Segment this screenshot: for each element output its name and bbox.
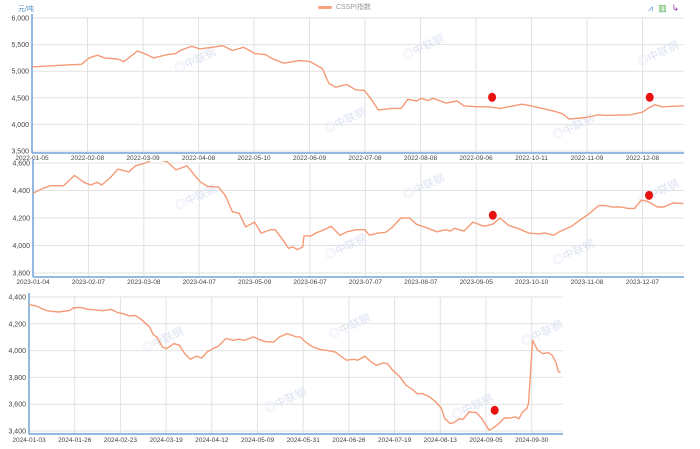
x-tick-label: 2022-10-11 xyxy=(515,155,548,162)
watermark-logo: ◎中联钢 xyxy=(401,171,446,201)
watermark-logo: ◎中联钢 xyxy=(263,385,308,415)
x-tick-label: 2022-05-10 xyxy=(237,155,271,162)
x-tick-label: 2024-09-05 xyxy=(469,437,503,444)
y-tick-label: 4,000 xyxy=(8,348,26,355)
x-tick-label: 2023-12-07 xyxy=(626,279,660,286)
y-tick-label: 5,500 xyxy=(11,42,29,49)
chart-toolbar: ⩘ ▥ ↳ xyxy=(648,4,679,13)
x-tick-label: 2023-11-08 xyxy=(571,279,604,286)
series-line xyxy=(32,45,684,120)
series-line xyxy=(33,161,684,251)
y-tick-label: 5,000 xyxy=(11,69,29,76)
x-tick-label: 2023-02-07 xyxy=(72,279,106,286)
watermark-logo: ◎中联钢 xyxy=(519,318,564,348)
x-tick-label: 2023-03-08 xyxy=(127,279,161,286)
y-tick-label: 4,500 xyxy=(11,95,29,102)
x-tick-label: 2022-08-08 xyxy=(404,155,438,162)
series-line xyxy=(29,303,561,431)
legend[interactable]: CSSPI指数 xyxy=(318,2,371,12)
x-tick-label: 2022-03-09 xyxy=(126,155,160,162)
x-tick-label: 2024-01-03 xyxy=(12,437,46,444)
x-tick-label: 2022-07-08 xyxy=(348,155,382,162)
x-tick-label: 2023-04-07 xyxy=(183,279,217,286)
x-tick-label: 2024-04-12 xyxy=(195,437,229,444)
line-chart-icon[interactable]: ⩘ xyxy=(648,3,654,13)
x-tick-label: 2022-11-09 xyxy=(571,155,604,162)
x-tick-label: 2022-04-08 xyxy=(182,155,216,162)
event-marker xyxy=(488,210,497,220)
bar-chart-icon[interactable]: ▥ xyxy=(658,3,667,13)
y-tick-label: 6,000 xyxy=(11,16,29,23)
y-tick-label: 4,200 xyxy=(8,321,26,328)
watermark-logo: ◎中联钢 xyxy=(450,392,495,422)
watermark-logo: ◎中联钢 xyxy=(401,32,446,62)
chart-panel-3: 3,400 3,600 3,800 4,000 4,200 4,400 2024-01-03… xyxy=(8,293,565,444)
x-tick-label: 2022-09-06 xyxy=(459,155,493,162)
event-marker xyxy=(490,405,499,415)
x-tick-label: 2023-09-05 xyxy=(460,279,494,286)
y-tick-label: 3,500 xyxy=(11,149,29,156)
watermark-logo: ◎中联钢 xyxy=(551,237,596,267)
watermark-logo: ◎中联钢 xyxy=(323,232,368,262)
x-tick-label: 2024-08-13 xyxy=(424,437,458,444)
event-marker xyxy=(488,92,497,102)
x-tick-label: 2024-03-19 xyxy=(149,437,183,444)
x-tick-label: 2022-06-09 xyxy=(293,155,327,162)
x-tick-label: 2024-05-31 xyxy=(287,437,321,444)
x-tick-label: 2024-09-30 xyxy=(515,437,549,444)
x-tick-label: 2023-05-09 xyxy=(238,279,272,286)
y-tick-label: 4,400 xyxy=(8,295,26,302)
event-marker xyxy=(645,190,654,200)
y-tick-label: 3,800 xyxy=(12,271,30,278)
watermark-logo: ◎中联钢 xyxy=(327,311,372,341)
x-tick-label: 2023-10-10 xyxy=(515,279,549,286)
y-tick-label: 4,400 xyxy=(12,188,30,195)
y-tick-label: 4,000 xyxy=(11,122,29,129)
watermark-logo: ◎中联钢 xyxy=(323,105,368,135)
y-tick-label: 4,200 xyxy=(12,216,30,223)
legend-label: CSSPI指数 xyxy=(336,4,372,11)
y-tick-label: 3,400 xyxy=(8,429,26,436)
x-tick-label: 2024-07-19 xyxy=(378,437,412,444)
event-marker xyxy=(645,92,654,102)
x-tick-label: 2024-06-26 xyxy=(332,437,366,444)
chart-panel-1: 3,500 4,000 4,500 5,000 5,500 6,000 2022-01-05… xyxy=(11,14,684,162)
chart-panel-2: 3,800 4,000 4,200 4,400 4,600 2023-01-04 2023-… xyxy=(12,159,684,286)
restore-icon[interactable]: ↳ xyxy=(671,3,680,13)
x-tick-label: 2024-01-26 xyxy=(58,437,92,444)
x-tick-label: 2022-02-08 xyxy=(71,155,105,162)
x-tick-label: 2022-01-05 xyxy=(15,155,49,162)
y-tick-label: 3,600 xyxy=(8,402,26,409)
x-tick-label: 2023-06-07 xyxy=(293,279,327,286)
x-tick-label: 2024-02-23 xyxy=(104,437,138,444)
y-tick-label: 4,000 xyxy=(12,243,30,250)
legend-swatch xyxy=(318,5,332,9)
y-tick-label: 4,600 xyxy=(12,161,30,168)
y-axis-unit: 元/吨 xyxy=(18,6,34,13)
x-tick-label: 2022-12-08 xyxy=(626,155,660,162)
x-tick-label: 2024-05-09 xyxy=(241,437,275,444)
y-tick-label: 3,800 xyxy=(8,375,26,382)
x-tick-label: 2023-07-07 xyxy=(349,279,383,286)
x-tick-label: 2023-08-07 xyxy=(404,279,438,286)
x-tick-label: 2023-01-04 xyxy=(16,279,50,286)
